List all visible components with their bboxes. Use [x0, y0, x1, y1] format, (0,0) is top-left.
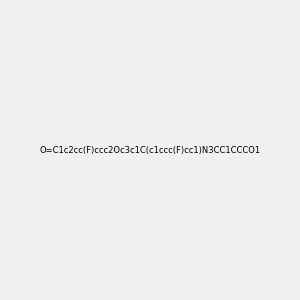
Text: O=C1c2cc(F)ccc2Oc3c1C(c1ccc(F)cc1)N3CC1CCCO1: O=C1c2cc(F)ccc2Oc3c1C(c1ccc(F)cc1)N3CC1C… — [39, 146, 261, 154]
